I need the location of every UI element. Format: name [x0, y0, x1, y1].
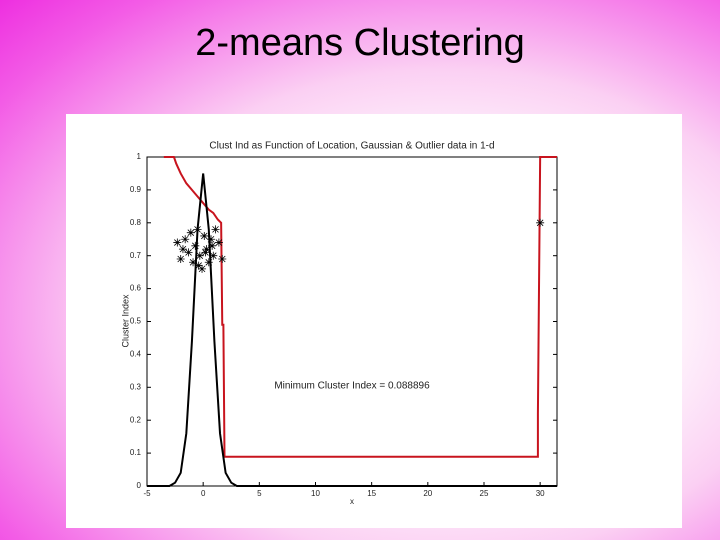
x-tick-label: 5 — [257, 489, 262, 498]
star-marker — [201, 248, 210, 257]
star-marker — [186, 228, 195, 237]
star-marker — [214, 238, 223, 247]
x-tick-label: 25 — [480, 489, 489, 498]
star-marker — [176, 254, 185, 263]
x-tick-label: 15 — [367, 489, 376, 498]
star-marker — [204, 258, 213, 267]
x-tick-label: 20 — [423, 489, 432, 498]
x-tick-label: 0 — [201, 489, 206, 498]
star-marker — [173, 238, 182, 247]
star-marker — [193, 225, 202, 234]
y-tick-label: 1 — [137, 152, 142, 161]
x-tick-label: 30 — [536, 489, 545, 498]
star-marker — [194, 261, 203, 270]
y-tick-label: 0.6 — [130, 284, 142, 293]
chart-title: Clust Ind as Function of Location, Gauss… — [209, 141, 494, 152]
star-marker — [200, 231, 209, 240]
slide-title: 2-means Clustering — [195, 22, 525, 64]
star-marker — [181, 235, 190, 244]
y-tick-label: 0.3 — [130, 382, 142, 391]
y-tick-label: 0.4 — [130, 350, 142, 359]
data-line — [163, 156, 557, 458]
star-marker — [195, 251, 204, 260]
x-tick-label: 10 — [311, 489, 320, 498]
star-marker — [178, 245, 187, 254]
annotation: Minimum Cluster Index = 0.088896 — [274, 381, 430, 392]
y-tick-label: 0 — [137, 481, 142, 490]
y-tick-label: 0.8 — [130, 218, 142, 227]
star-marker — [536, 218, 545, 227]
star-marker — [189, 258, 198, 267]
y-tick-label: 0.7 — [130, 251, 142, 260]
y-tick-label: 0.1 — [130, 448, 142, 457]
y-axis-label: Cluster Index — [120, 294, 130, 348]
x-axis-label: x — [350, 497, 354, 506]
star-marker — [218, 254, 227, 263]
y-tick-label: 0.2 — [130, 415, 142, 424]
star-marker — [198, 264, 207, 273]
star-marker — [184, 248, 193, 257]
y-tick-label: 0.9 — [130, 185, 142, 194]
star-marker — [211, 225, 220, 234]
y-tick-label: 0.5 — [130, 317, 142, 326]
data-line — [147, 173, 557, 487]
x-tick-label: -5 — [143, 489, 151, 498]
star-marker — [209, 251, 218, 260]
star-marker — [207, 235, 216, 244]
star-marker — [202, 245, 211, 254]
star-marker — [191, 241, 200, 250]
star-marker — [208, 241, 217, 250]
chart-background — [66, 114, 682, 528]
